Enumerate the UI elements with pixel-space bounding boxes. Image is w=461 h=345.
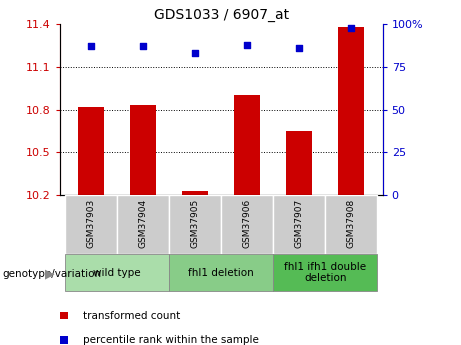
Bar [169, 195, 221, 254]
Bar [273, 195, 325, 254]
Text: GSM37905: GSM37905 [191, 198, 200, 248]
Text: GSM37907: GSM37907 [295, 198, 304, 248]
Text: GSM37903: GSM37903 [87, 198, 96, 248]
Bar [325, 195, 378, 254]
Bar [65, 195, 117, 254]
Point [296, 45, 303, 51]
Text: ▶: ▶ [45, 268, 54, 281]
Point [140, 43, 147, 49]
Text: genotype/variation: genotype/variation [2, 269, 101, 279]
Bar [286, 131, 313, 195]
Text: GSM37904: GSM37904 [139, 198, 148, 248]
Point [348, 25, 355, 30]
Bar [78, 107, 104, 195]
Point [88, 43, 95, 49]
Bar [117, 195, 169, 254]
Point [192, 50, 199, 56]
Text: fhl1 ifh1 double
deletion: fhl1 ifh1 double deletion [284, 262, 366, 283]
Bar [130, 105, 156, 195]
Bar [65, 254, 169, 291]
Bar [182, 191, 208, 195]
Text: GSM37906: GSM37906 [243, 198, 252, 248]
Text: GSM37908: GSM37908 [347, 198, 356, 248]
Text: percentile rank within the sample: percentile rank within the sample [83, 335, 259, 345]
Bar [221, 195, 273, 254]
Text: wild type: wild type [94, 268, 141, 277]
Bar [169, 254, 273, 291]
Title: GDS1033 / 6907_at: GDS1033 / 6907_at [154, 8, 289, 22]
Text: transformed count: transformed count [83, 311, 180, 321]
Bar [338, 27, 364, 195]
Text: fhl1 deletion: fhl1 deletion [189, 268, 254, 277]
Point [243, 42, 251, 47]
Bar [273, 254, 378, 291]
Bar [234, 95, 260, 195]
